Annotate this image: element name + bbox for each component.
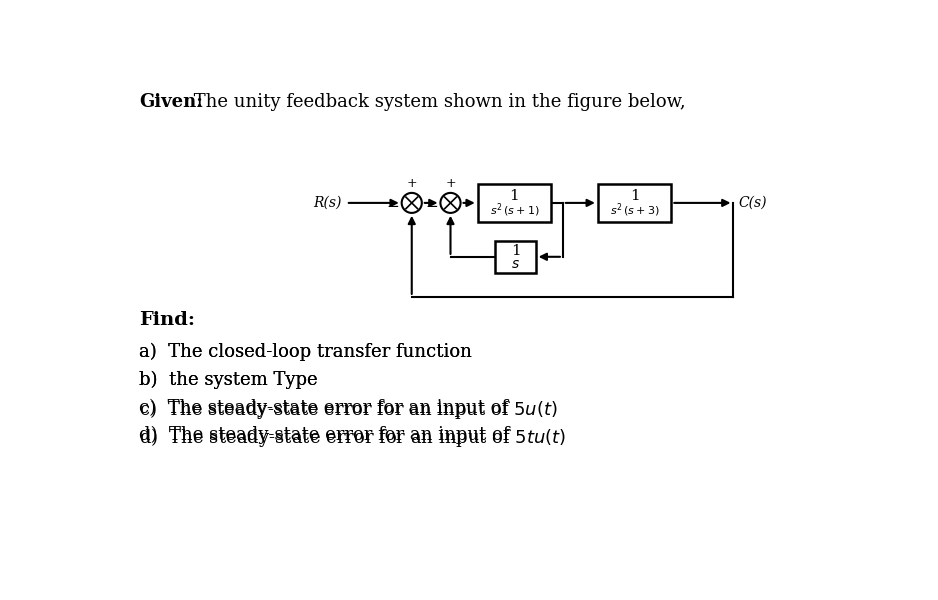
Bar	[477, 184, 552, 222]
Circle shape	[441, 193, 461, 213]
Text: 1: 1	[509, 189, 520, 203]
Bar	[598, 184, 672, 222]
Text: −: −	[386, 200, 400, 214]
Text: b)  the system Type: b) the system Type	[139, 371, 318, 389]
Text: c)  The steady-state error for an input of: c) The steady-state error for an input o…	[139, 398, 514, 417]
Text: $s^2\,(s+1)$: $s^2\,(s+1)$	[490, 202, 539, 220]
Text: C(s): C(s)	[738, 196, 766, 210]
Text: a)  The closed-loop transfer function: a) The closed-loop transfer function	[139, 343, 472, 361]
Text: 1: 1	[510, 244, 521, 257]
Text: Find:: Find:	[139, 311, 195, 329]
Text: b)  the system Type: b) the system Type	[139, 371, 318, 389]
Text: Given:: Given:	[139, 93, 203, 111]
Text: −: −	[425, 200, 438, 214]
Text: The unity feedback system shown in the figure below,: The unity feedback system shown in the f…	[188, 93, 686, 111]
Bar	[495, 241, 536, 273]
Text: $s$: $s$	[511, 257, 520, 271]
Text: d)  The steady-state error for an input of: d) The steady-state error for an input o…	[139, 426, 515, 445]
Text: d)  The steady-state error for an input of $5tu(t)$: d) The steady-state error for an input o…	[139, 426, 567, 449]
Text: a)  The closed-loop transfer function: a) The closed-loop transfer function	[139, 343, 472, 361]
Text: R(s): R(s)	[313, 196, 341, 210]
Text: $s^2\,(s+3)$: $s^2\,(s+3)$	[610, 202, 659, 220]
Circle shape	[401, 193, 422, 213]
Text: 1: 1	[629, 189, 640, 203]
Text: c)  The steady-state error for an input of $5u(t)$: c) The steady-state error for an input o…	[139, 398, 558, 421]
Text: +: +	[406, 177, 417, 190]
Text: +: +	[446, 177, 456, 190]
